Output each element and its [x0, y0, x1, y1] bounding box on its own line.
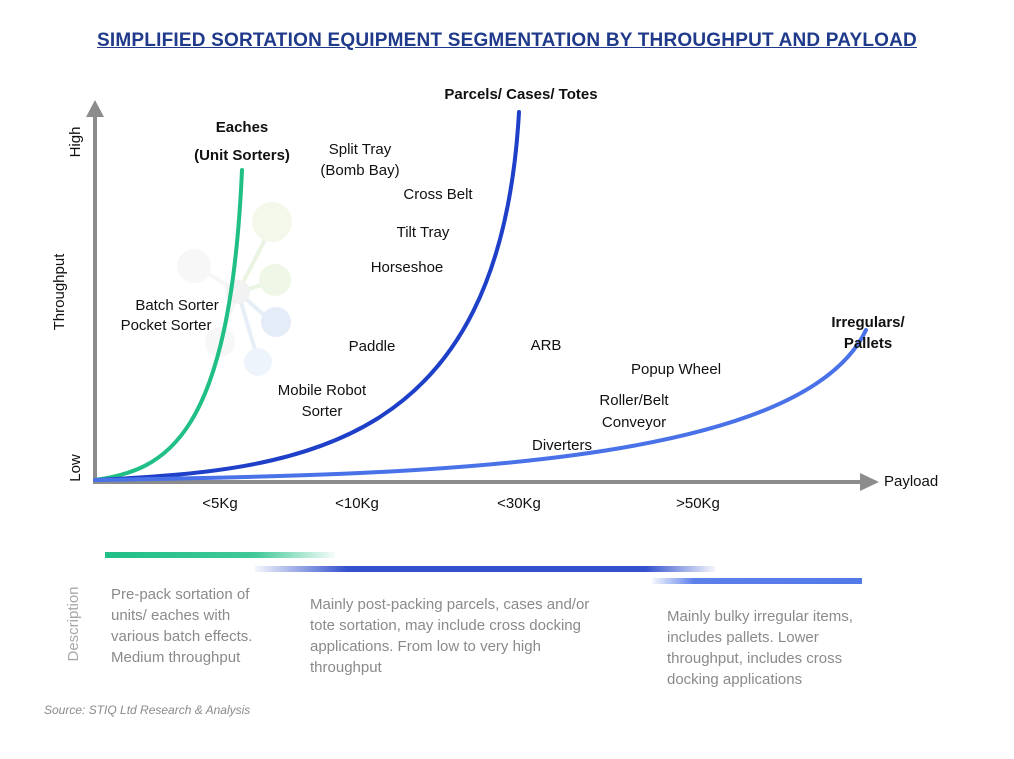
equipment-label: Split Tray: [329, 141, 392, 158]
diagram-title: SIMPLIFIED SORTATION EQUIPMENT SEGMENTAT…: [97, 30, 917, 51]
equipment-label: Roller/Belt: [599, 392, 669, 409]
y-axis-arrowhead: [86, 100, 104, 117]
irregulars-curve: [93, 328, 868, 482]
parcels-range-bar: [255, 566, 715, 572]
equipment-label: (Bomb Bay): [320, 162, 399, 179]
equipment-label: Popup Wheel: [631, 361, 721, 378]
eaches-description: Pre-pack sortation of units/ eaches with…: [111, 586, 253, 666]
parcels-label: Parcels/ Cases/ Totes: [444, 86, 597, 103]
x-tick-label: <30Kg: [497, 495, 541, 512]
x-tick-label: <5Kg: [202, 495, 237, 512]
eaches-range-bar: [105, 552, 335, 558]
x-axis-arrowhead: [860, 473, 879, 491]
y-axis-high: High: [67, 127, 84, 158]
equipment-label: Tilt Tray: [397, 224, 450, 241]
source-note: Source: STIQ Ltd Research & Analysis: [44, 703, 251, 717]
y-axis-low: Low: [67, 454, 84, 482]
irregulars-label: Irregulars/: [831, 314, 905, 331]
equipment-label: Paddle: [349, 338, 396, 355]
equipment-label: Cross Belt: [403, 186, 473, 203]
x-tick-label: >50Kg: [676, 495, 720, 512]
x-tick-label: <10Kg: [335, 495, 379, 512]
equipment-label: ARB: [531, 337, 562, 354]
parcels-curve: [93, 110, 521, 482]
unit-sorters-label: (Unit Sorters): [194, 147, 290, 164]
parcels-description: Mainly post-packing parcels, cases and/o…: [310, 596, 590, 676]
x-axis-label: Payload: [884, 473, 938, 490]
description-label: Description: [65, 586, 82, 661]
equipment-label: Mobile Robot: [278, 382, 367, 399]
irregulars-description: Mainly bulky irregular items, includes p…: [667, 608, 853, 688]
axes: [86, 100, 879, 491]
pallets-label: Pallets: [844, 335, 892, 352]
eaches-curve: [93, 168, 244, 482]
eaches-label: Eaches: [216, 119, 269, 136]
y-axis-label: Throughput: [51, 253, 68, 331]
equipment-label: Horseshoe: [371, 259, 444, 276]
equipment-label: Batch Sorter: [135, 297, 218, 314]
irregulars-range-bar: [652, 578, 862, 584]
equipment-label: Pocket Sorter: [121, 317, 212, 334]
equipment-label: Diverters: [532, 437, 592, 454]
equipment-label: Sorter: [302, 403, 343, 420]
watermark-logo: [177, 202, 292, 376]
equipment-label: Conveyor: [602, 414, 666, 431]
